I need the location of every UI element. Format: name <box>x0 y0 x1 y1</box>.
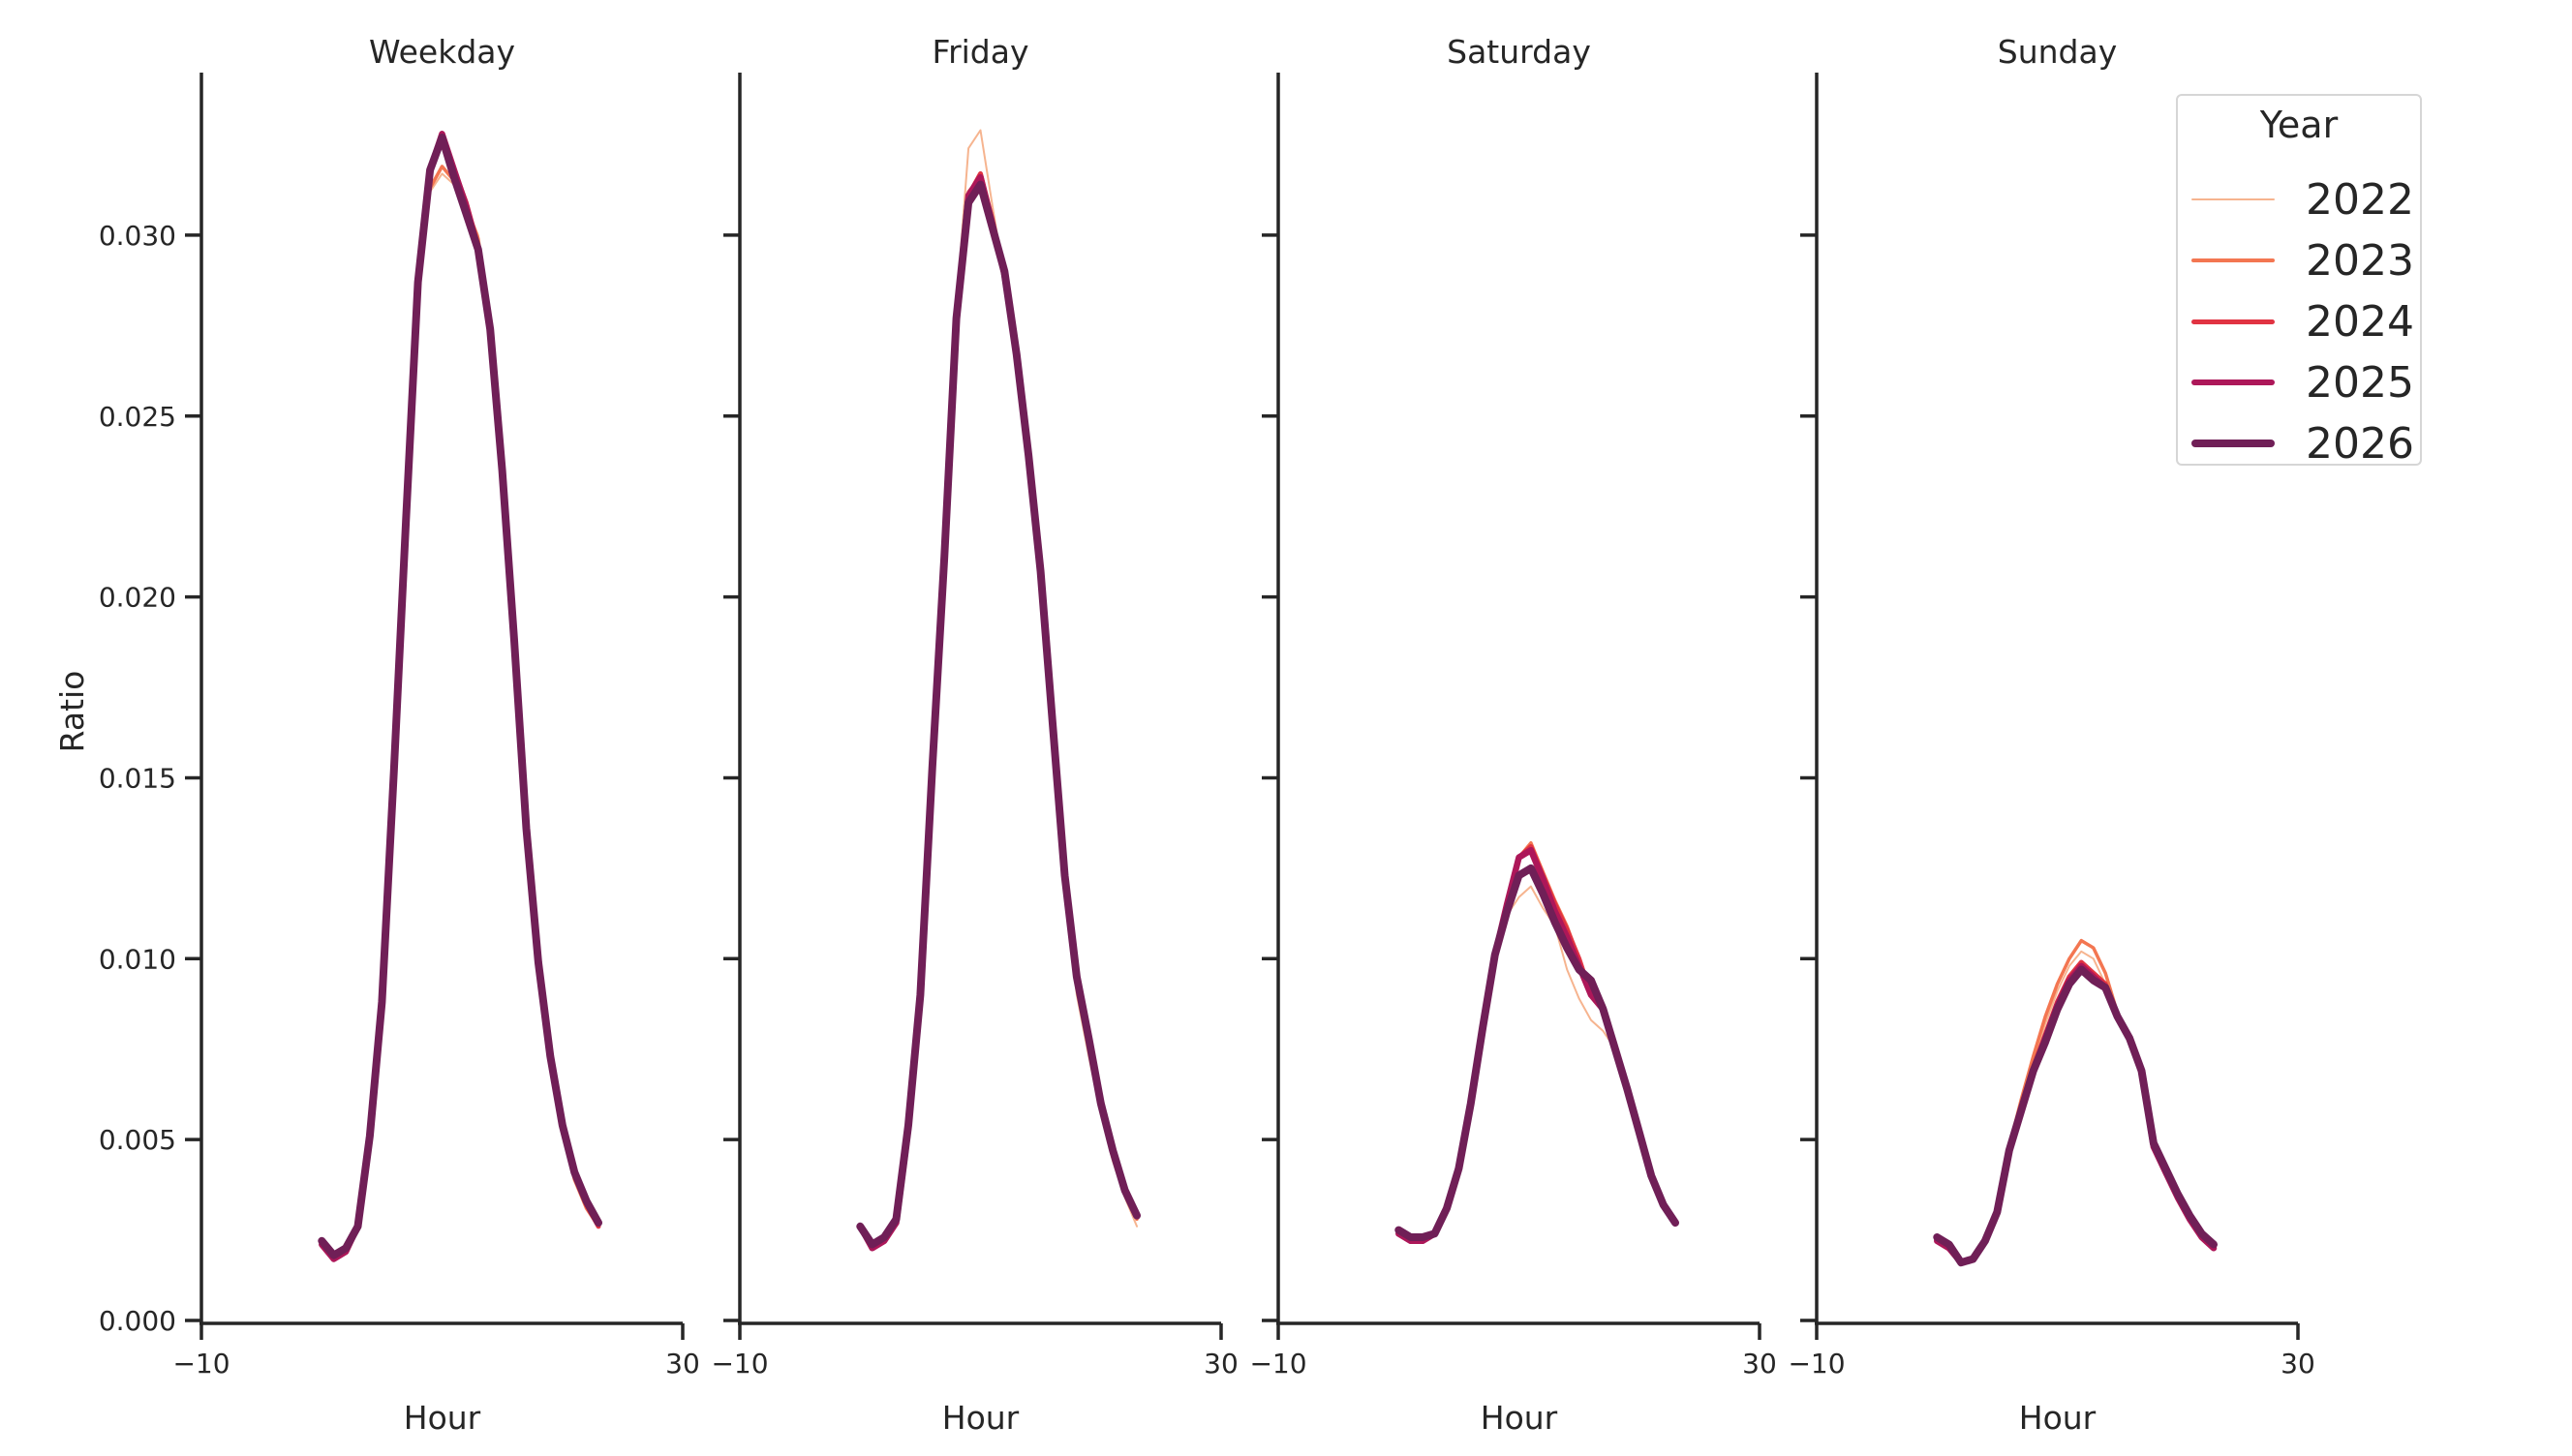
legend-item-2024: 2024 <box>2191 296 2414 347</box>
panel-sunday: Sunday −10 30 Hour <box>1788 33 2314 1437</box>
panel-title: Friday <box>932 33 1028 71</box>
series-line-2026 <box>318 134 602 1259</box>
series-line-2024 <box>1934 959 2217 1265</box>
panels: Weekday 0.000 0.005 0.010 0.015 0.020 0.025 0.0… <box>99 33 2315 1437</box>
legend-item-2022: 2022 <box>2191 174 2414 225</box>
panel-friday: Friday −10 30 Hour <box>711 33 1238 1437</box>
legend-label: 2023 <box>2306 235 2414 286</box>
legend-item-2025: 2025 <box>2191 357 2414 408</box>
series-line-2023 <box>1396 840 1677 1243</box>
x-axis-label: Hour <box>1481 1399 1558 1437</box>
x-tick-label: 30 <box>1742 1348 1777 1380</box>
legend-item-2023: 2023 <box>2191 235 2414 286</box>
legend-label: 2026 <box>2306 418 2414 469</box>
y-tick-label: 0.025 <box>99 401 176 433</box>
y-tick-label: 0.015 <box>99 762 176 794</box>
legend-item-2026: 2026 <box>2191 418 2414 469</box>
y-tick-label: 0.005 <box>99 1124 176 1156</box>
legend-title: Year <box>2259 104 2339 146</box>
x-tick-label: 30 <box>2281 1348 2315 1380</box>
series-line-2025 <box>1395 846 1679 1245</box>
x-axis-label: Hour <box>2019 1399 2097 1437</box>
y-tick-label: 0.020 <box>99 582 176 614</box>
series-line-2023 <box>1935 938 2216 1264</box>
y-tick-label: 0.030 <box>99 220 176 252</box>
x-tick-label: −10 <box>1249 1348 1306 1380</box>
legend-swatch-icon <box>2191 379 2276 386</box>
x-tick-label: 30 <box>1204 1348 1239 1380</box>
legend-label: 2022 <box>2306 174 2414 225</box>
panel-title: Saturday <box>1447 33 1591 71</box>
series-line-2022 <box>1936 950 2215 1264</box>
legend-swatch-icon <box>2191 440 2276 447</box>
series-line-2026 <box>1933 965 2218 1267</box>
panel-saturday: Saturday −10 30 Hour <box>1249 33 1776 1437</box>
series-line-2022 <box>1397 885 1676 1242</box>
legend-label: 2025 <box>2306 357 2414 408</box>
panel-weekday: Weekday 0.000 0.005 0.010 0.015 0.020 0.025 0.0… <box>99 33 700 1437</box>
y-axis-label: Ratio <box>53 671 91 753</box>
series-line-2025 <box>1934 962 2218 1266</box>
x-axis-label: Hour <box>404 1399 481 1437</box>
y-tick-label: 0.000 <box>99 1305 176 1337</box>
x-tick-label: 30 <box>665 1348 700 1380</box>
series-line-2026 <box>1394 864 1679 1241</box>
x-axis-label: Hour <box>942 1399 1020 1437</box>
panel-title: Weekday <box>369 33 515 71</box>
x-tick-label: −10 <box>172 1348 230 1380</box>
x-tick-label: −10 <box>711 1348 768 1380</box>
legend-swatch-icon <box>2191 198 2276 200</box>
legend-swatch-icon <box>2191 258 2276 262</box>
legend: Year 2022 2023 2024 2025 2026 <box>2176 94 2422 469</box>
y-tick-label: 0.010 <box>99 943 176 975</box>
panel-title: Sunday <box>1998 33 2117 71</box>
x-tick-label: −10 <box>1788 1348 1845 1380</box>
legend-label: 2024 <box>2306 296 2414 347</box>
legend-swatch-icon <box>2191 318 2276 324</box>
series-line-2026 <box>856 180 1141 1249</box>
series-line-2024 <box>1395 844 1678 1244</box>
